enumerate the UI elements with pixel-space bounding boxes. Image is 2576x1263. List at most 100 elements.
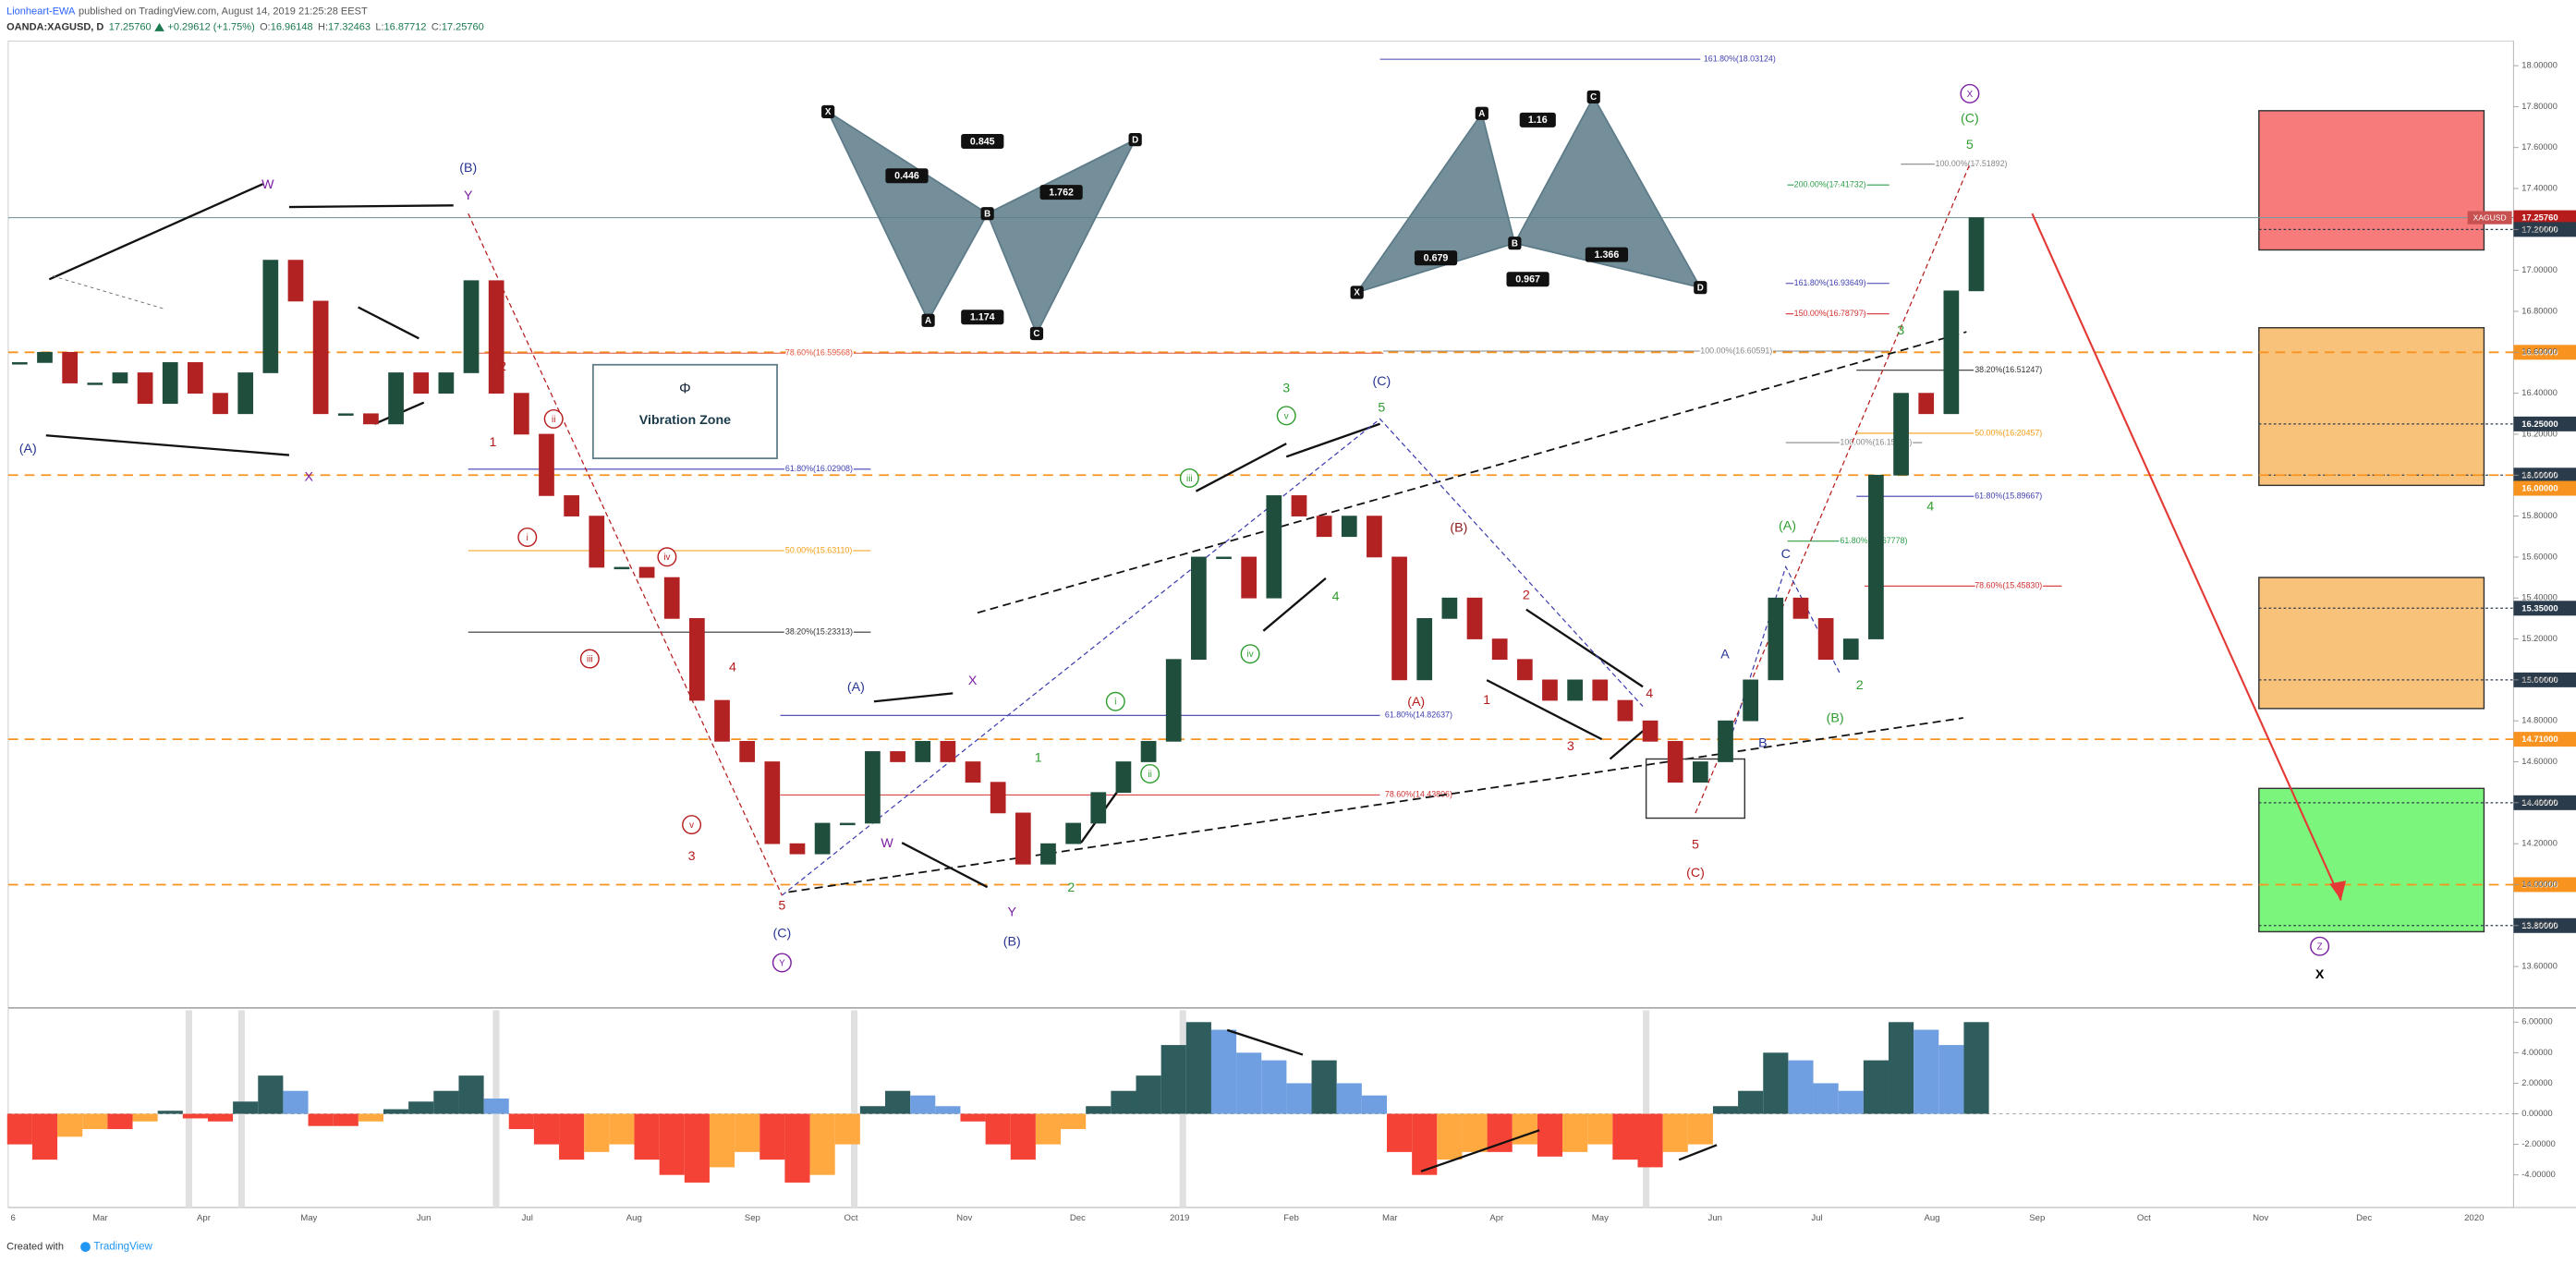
target-zone: [2258, 327, 2485, 487]
wave-label: (A): [1779, 519, 1796, 534]
up-arrow-icon: [154, 22, 164, 31]
candle: [463, 280, 480, 373]
wave-label: (C): [1372, 374, 1391, 389]
price-marker-label: 13.80000: [2521, 920, 2558, 930]
oscillator-bar: [283, 1090, 309, 1114]
ohlc-label: H:: [318, 21, 328, 32]
candle: [137, 372, 153, 405]
wave-label: 3: [688, 849, 696, 864]
candle: [1341, 516, 1357, 538]
wave-label: (C): [772, 927, 791, 941]
oscillator-bar: [659, 1113, 685, 1175]
oscillator-bar: [960, 1113, 986, 1122]
x-tick-label: Mar: [92, 1213, 108, 1223]
wave-circle: [1960, 83, 1980, 103]
y-tick-label: 16.40000: [2521, 388, 2558, 397]
oscillator-bar: [859, 1106, 885, 1114]
oscillator-bar: [157, 1111, 183, 1114]
fib-label: 38.20%(16.51247): [1975, 365, 2042, 374]
candle: [839, 822, 856, 826]
wave-circle: [1276, 406, 1296, 426]
oscillator-bar: [935, 1106, 961, 1114]
fib-label: 78.60%(15.45830): [1975, 581, 2042, 590]
wave-path: [468, 213, 783, 896]
footer: Created with: [6, 1241, 64, 1252]
oscillator-bar: [1386, 1113, 1413, 1152]
x-tick-label: Jul: [1811, 1213, 1822, 1223]
candle: [1817, 618, 1834, 661]
candle: [1968, 217, 1985, 292]
fib-label: 61.80%(15.89667): [1975, 492, 2042, 501]
wave-label: Y: [464, 188, 473, 203]
ohlc-value: 16.87712: [384, 21, 427, 32]
wave-label: W: [261, 177, 274, 192]
x-tick-label: Aug: [1924, 1213, 1939, 1223]
ohlc-label: O:: [260, 21, 271, 32]
oscillator-bar: [1487, 1113, 1513, 1152]
oscillator-bar: [1612, 1113, 1638, 1160]
candle: [262, 260, 279, 373]
candle: [589, 516, 605, 568]
candle: [714, 699, 730, 742]
oscillator-bar: [1035, 1113, 1062, 1145]
wave-label: A: [1720, 647, 1730, 662]
candle: [1040, 843, 1056, 865]
y-tick-label: 15.00000: [2521, 674, 2558, 684]
price-marker-bg: [2513, 795, 2576, 810]
pattern-wing: [1355, 111, 1516, 295]
oscillator-bar: [57, 1113, 83, 1137]
projection-arrow: [2031, 213, 2342, 901]
wave-label: 3: [1567, 739, 1574, 754]
pattern-point: A: [1478, 109, 1485, 119]
trend-line: [358, 306, 419, 340]
y-tick-label: 17.00000: [2521, 265, 2558, 274]
symbol-tag-bg: [2467, 211, 2512, 225]
y-tick-label: 14.80000: [2521, 716, 2558, 725]
oscillator-bar: [308, 1113, 334, 1126]
oscillator-bar: [1210, 1029, 1237, 1114]
candle: [764, 761, 781, 844]
oscillator-bar: [508, 1113, 534, 1130]
candle: [1316, 516, 1332, 538]
wave-label: (A): [847, 680, 865, 695]
ohlc-label: L:: [375, 21, 383, 32]
candle: [890, 751, 905, 762]
oscillator-bar: [684, 1113, 710, 1183]
oscillator-bar: [735, 1113, 760, 1152]
oscillator-bar: [1587, 1113, 1613, 1145]
x-tick-label: May: [1592, 1213, 1609, 1223]
price-marker-bg: [2513, 468, 2576, 483]
pattern-wing: [1513, 95, 1703, 289]
wave-circle: [543, 408, 564, 429]
price-marker-bg: [2513, 672, 2576, 687]
candle: [1241, 556, 1258, 599]
candle: [488, 280, 504, 394]
fib-label: 150.00%(16.78797): [1794, 309, 1866, 318]
price-marker-bg: [2513, 222, 2576, 237]
vibration-symbol: Φ: [679, 382, 691, 397]
wave-path: [781, 418, 1644, 896]
candle: [312, 300, 329, 415]
footer-brand: TradingView: [93, 1242, 152, 1253]
wave-circle: [1105, 691, 1125, 711]
oscillator-bar: [1712, 1106, 1739, 1114]
pattern-ratio: 0.679: [1424, 253, 1449, 264]
wave-label: Y: [779, 958, 785, 968]
oscillator-bar: [759, 1113, 785, 1160]
wave-label: X: [1967, 90, 1974, 100]
fib-label: 61.80%(14.82637): [1385, 710, 1452, 720]
arrow-head: [2329, 880, 2347, 901]
candle: [1191, 556, 1207, 661]
wave-circle: [517, 527, 538, 547]
session-shade: [185, 1010, 193, 1208]
oscillator-bar: [1462, 1113, 1488, 1152]
x-tick-label: Mar: [1382, 1213, 1398, 1223]
wave-label: ii: [552, 415, 555, 425]
fib-label: 161.80%(18.03124): [1704, 54, 1776, 63]
candle: [1667, 740, 1683, 783]
oscillator-bar: [333, 1113, 358, 1126]
pattern-ratio: 1.366: [1595, 249, 1620, 261]
price-marker-label: 14.40000: [2521, 797, 2558, 808]
trend-line: [873, 692, 954, 703]
trend-line: [288, 204, 454, 209]
